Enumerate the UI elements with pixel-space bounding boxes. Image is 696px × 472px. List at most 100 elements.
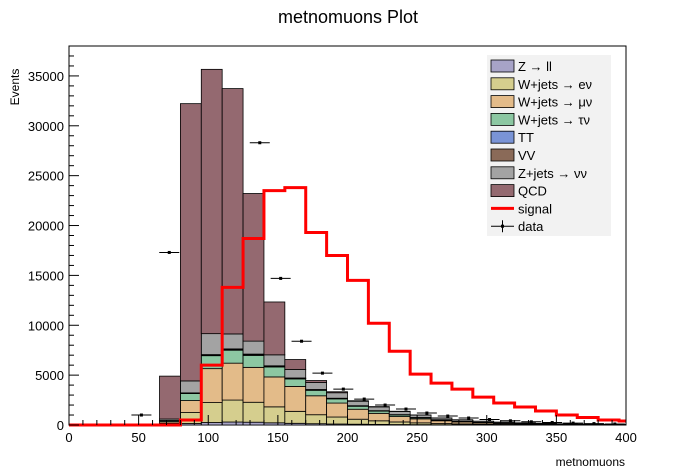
chart-title: metnomuons Plot <box>278 7 418 27</box>
x-tick-label: 100 <box>197 430 219 445</box>
bar <box>388 416 411 423</box>
bar <box>263 366 286 378</box>
data-point <box>258 141 262 145</box>
data-point <box>167 250 171 254</box>
bar <box>409 418 432 424</box>
bar <box>305 380 328 383</box>
legend-label: W+jets → τν <box>518 112 590 127</box>
legend-label: W+jets → eν <box>518 77 592 92</box>
data-point <box>592 422 596 426</box>
legend-label: VV <box>518 148 536 163</box>
legend-data-marker <box>501 224 504 228</box>
bar <box>200 68 223 335</box>
bar <box>326 402 348 418</box>
bar <box>326 392 348 399</box>
data-point <box>571 421 575 425</box>
y-tick-label: 25000 <box>28 169 64 184</box>
bar <box>305 414 328 425</box>
bar <box>284 410 307 424</box>
legend-swatch <box>490 77 515 91</box>
bar <box>179 380 202 394</box>
bar <box>221 333 244 350</box>
data-points <box>131 141 625 426</box>
bar <box>179 103 202 382</box>
bar <box>221 88 244 335</box>
legend-label: Z+jets → νν <box>518 166 587 181</box>
data-point <box>613 422 617 426</box>
data-point <box>279 276 283 280</box>
bar <box>347 408 369 420</box>
y-tick-label: 15000 <box>28 268 64 283</box>
bar <box>200 333 223 355</box>
data-point <box>508 419 512 423</box>
legend-label: Z → ll <box>518 59 552 74</box>
legend-label: W+jets → μν <box>518 95 592 110</box>
bar <box>367 406 390 412</box>
bar <box>159 375 181 420</box>
bar <box>326 416 348 425</box>
bar <box>451 419 474 422</box>
data-point <box>529 420 533 424</box>
bar <box>242 340 265 355</box>
bar <box>284 378 307 387</box>
bar <box>221 421 244 426</box>
y-tick-label: 5000 <box>35 368 64 383</box>
x-tick-label: 200 <box>337 430 359 445</box>
bar <box>284 359 307 370</box>
bar <box>200 402 223 423</box>
legend: Z → ll W+jets → eν W+jets → μν W+jets → τν T… <box>487 55 611 236</box>
bar <box>221 399 244 423</box>
data-point <box>383 403 387 407</box>
bar <box>242 193 265 342</box>
bar <box>263 301 286 356</box>
bar <box>347 405 369 410</box>
legend-label: QCD <box>518 184 547 199</box>
bar <box>242 366 265 403</box>
plot-area: 0 50 100 150 200 250 300 350 400 0 5000 10000 15000 2… <box>28 45 637 445</box>
bar <box>388 411 411 416</box>
bar <box>305 382 328 390</box>
bar <box>305 395 328 416</box>
bar <box>347 400 369 407</box>
legend-swatch <box>490 184 515 198</box>
y-tick-label: 10000 <box>28 318 64 333</box>
bar <box>430 420 453 424</box>
legend-label: data <box>518 219 544 234</box>
y-tick-label: 20000 <box>28 219 64 234</box>
data-point <box>139 413 143 417</box>
data-point <box>300 339 304 343</box>
x-tick-label: 350 <box>546 430 568 445</box>
bar <box>221 362 244 401</box>
bar <box>200 368 223 403</box>
legend-swatch <box>490 95 515 108</box>
y-axis-label: Events <box>8 69 22 106</box>
data-point <box>320 371 324 375</box>
bar <box>263 406 286 424</box>
data-point <box>467 416 471 420</box>
bar <box>472 420 495 423</box>
data-point <box>425 411 429 415</box>
data-point <box>341 387 345 391</box>
data-point <box>488 418 492 422</box>
bar <box>367 412 390 422</box>
bar <box>284 369 307 379</box>
data-point <box>404 407 408 411</box>
bar <box>263 376 286 408</box>
legend-label: signal <box>518 201 552 216</box>
y-tick-label: 30000 <box>28 119 64 134</box>
bar <box>179 400 202 413</box>
x-tick-label: 150 <box>267 430 289 445</box>
x-tick-label: 50 <box>131 430 145 445</box>
bar <box>242 401 265 423</box>
bar <box>179 412 202 424</box>
signal-line <box>69 186 626 427</box>
x-tick-label: 300 <box>476 430 498 445</box>
bar <box>367 420 390 425</box>
bar <box>326 391 348 394</box>
y-tick-label: 35000 <box>28 69 64 84</box>
legend-swatch <box>490 148 515 162</box>
bar <box>179 393 202 401</box>
bar <box>200 355 223 370</box>
bar <box>305 389 328 397</box>
bar <box>221 349 244 364</box>
